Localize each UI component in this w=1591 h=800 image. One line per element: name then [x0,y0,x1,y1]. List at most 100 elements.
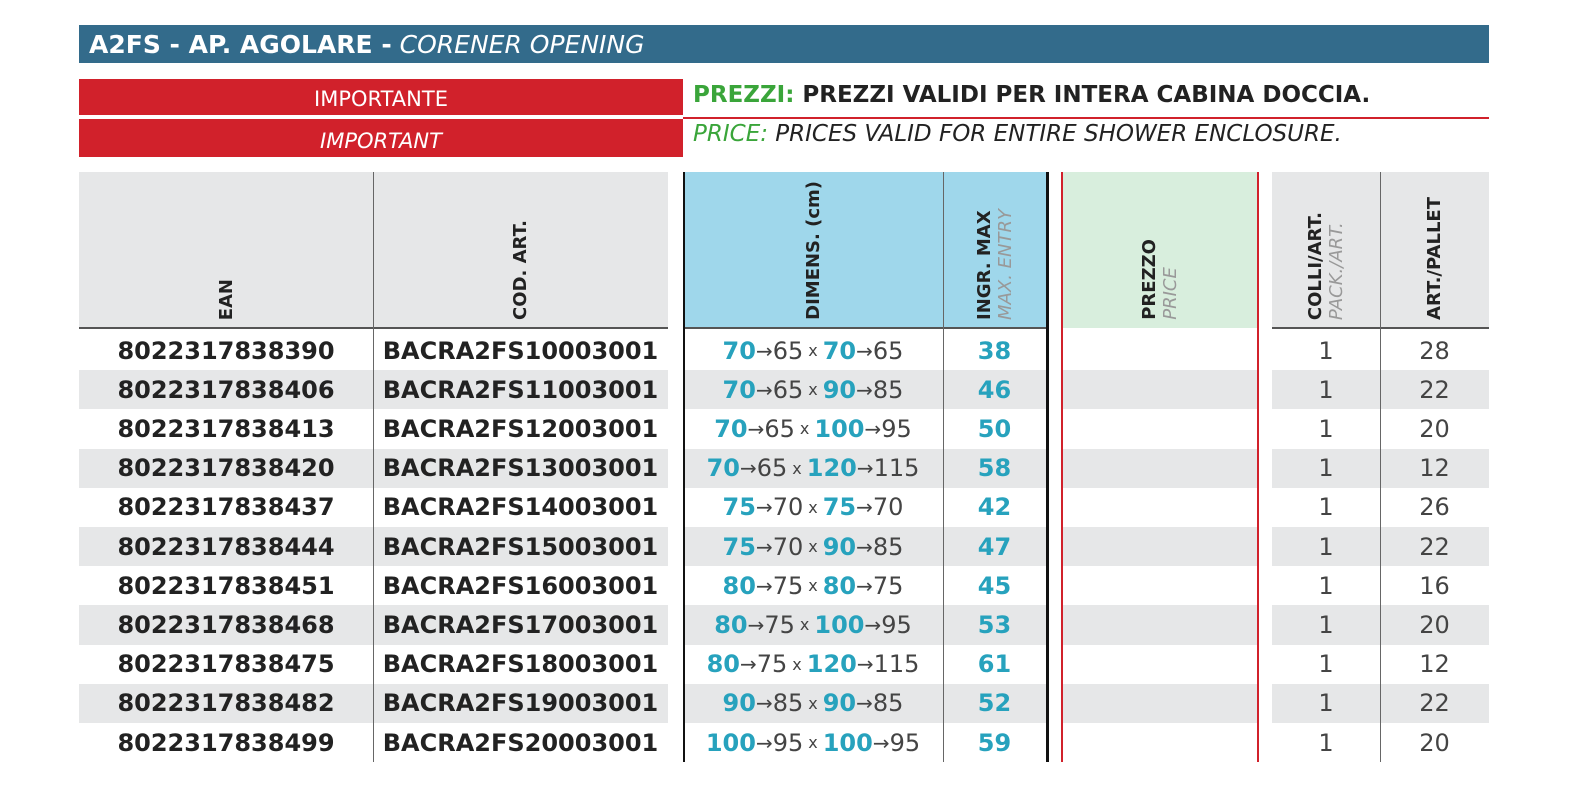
depth-min: 95 [881,610,912,639]
column-rule [943,172,944,763]
depth-max: 80 [822,571,857,600]
row-shade [1380,683,1489,723]
width-max: 70 [722,375,756,404]
article-code: BACRA2FS11003001 [382,375,659,404]
row-shade [373,448,668,488]
pallet: 20 [1419,414,1450,443]
pallet: 12 [1419,650,1450,679]
ean: 8022317838475 [117,650,335,679]
row-shade [943,370,1046,410]
pallet: 28 [1419,336,1450,365]
row-shade [1272,605,1380,645]
column-label: EAN [215,278,237,320]
arrow: → [755,534,773,559]
max-entry: 58 [977,454,1012,483]
important-en: IMPORTANT [79,119,683,157]
times: x [808,497,818,517]
row-shade [1380,605,1489,645]
row-shade [943,448,1046,488]
pack: 1 [1318,454,1334,483]
arrow: → [747,416,765,441]
row-shade [943,683,1046,723]
dimensions: 80 → 75 x 120 → 115 [683,645,943,684]
row-shade [683,448,943,488]
pallet: 22 [1419,689,1450,718]
column-rule [1380,172,1381,763]
depth-min: 65 [872,336,904,365]
arrow: → [856,377,873,402]
pack: 1 [1318,375,1334,404]
title: A2FS - AP. AGOLARE - [89,30,392,59]
article-code: BACRA2FS10003001 [382,336,659,365]
row-shade [1380,527,1489,567]
column-label: DIMENS. (cm) [802,181,824,320]
width-min: 65 [764,414,795,443]
pack: 1 [1318,650,1334,679]
times: x [799,419,810,439]
pack: 1 [1318,532,1334,561]
width-min: 75 [756,650,788,679]
header-label: DIMENS. (cm) [803,181,824,320]
subtitle: CORENER OPENING [399,30,645,59]
width-min: 75 [764,610,795,639]
header-cell: PREZZO PRICE [1061,172,1258,328]
article-code: BACRA2FS17003001 [382,610,659,639]
row-shade [1272,448,1380,488]
width-max: 70 [714,414,748,443]
width-max: 80 [722,571,756,600]
column-label: COLLI/ART. [1305,211,1326,320]
article-code: BACRA2FS15003001 [382,532,659,561]
article-code: BACRA2FS13003001 [382,454,659,483]
row-shade [79,605,373,645]
ean: 8022317838499 [117,728,335,757]
notice-text: PREZZI VALIDI PER INTERA CABINA DOCCIA. [802,82,1371,108]
pallet: 22 [1419,532,1450,561]
notice-en: PRICE: PRICES VALID FOR ENTIRE SHOWER EN… [693,121,1342,147]
dimensions: 80 → 75 x 100 → 95 [683,605,943,644]
column-rule [1046,172,1049,763]
arrow: → [755,495,773,520]
column-rule [373,172,374,763]
dimensions: 80 → 75 x 80 → 75 [683,566,943,605]
arrow: → [856,573,873,598]
header-label: ART./PALLET [1424,197,1445,320]
article-code: BACRA2FS12003001 [382,414,659,443]
row-shade [79,683,373,723]
notice-text: PRICES VALID FOR ENTIRE SHOWER ENCLOSURE… [775,121,1342,147]
header-cell: EAN [79,172,373,328]
column-rule [683,172,685,763]
row-shade [373,370,668,410]
ean: 8022317838413 [117,414,335,443]
article-code: BACRA2FS16003001 [382,571,659,600]
title-bar: A2FS - AP. AGOLARE - CORENER OPENING [79,25,1489,63]
depth-min: 75 [872,571,904,600]
column-label: COD. ART. [510,220,531,320]
row-shade [1380,370,1489,410]
depth-max: 100 [814,414,865,443]
column-rule [1257,172,1259,763]
pack: 1 [1318,414,1334,443]
header-cell: COLLI/ART. PACK./ART. [1272,172,1380,328]
pack: 1 [1318,689,1334,718]
width-max: 100 [705,728,756,757]
arrow: → [755,377,773,402]
width-min: 65 [756,454,788,483]
row-shade [79,370,373,410]
row-shade [1061,370,1258,410]
max-entry: 52 [977,689,1012,718]
times: x [808,733,818,753]
row-shade [683,605,943,645]
ean: 8022317838451 [117,571,335,600]
article-code: BACRA2FS20003001 [382,728,659,757]
width-max: 80 [714,610,748,639]
width-max: 80 [706,650,740,679]
depth-max: 75 [822,493,857,522]
depth-max: 120 [806,650,857,679]
column-label: PREZZO [1138,239,1160,320]
article-code: BACRA2FS14003001 [382,493,659,522]
arrow: → [864,416,882,441]
arrow: → [856,652,874,677]
dimensions: 70 → 65 x 90 → 85 [683,370,943,409]
column-sublabel: MAX. ENTRY [994,209,1016,320]
